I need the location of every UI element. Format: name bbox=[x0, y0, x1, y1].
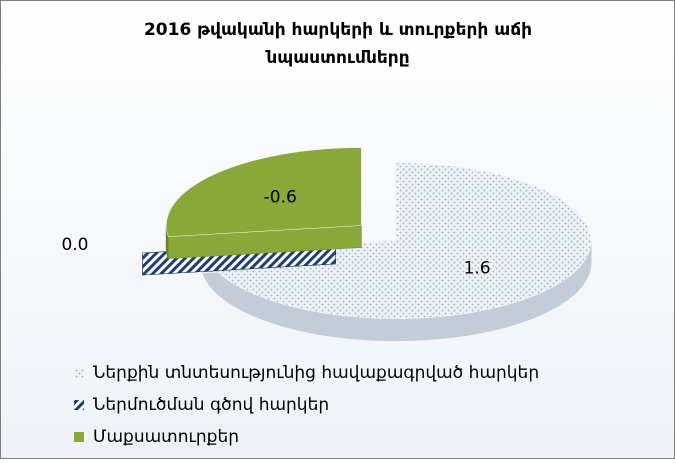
data-label: 0.0 bbox=[61, 235, 88, 255]
legend-label: Մաքսատուրքեր bbox=[93, 427, 239, 447]
legend-label: Ներքին տնտեսությունից հավաքագրված հարկեր bbox=[93, 363, 539, 383]
data-label: 1.6 bbox=[464, 259, 491, 279]
legend-swatch bbox=[74, 368, 84, 378]
data-label: -0.6 bbox=[264, 187, 297, 207]
slice bbox=[202, 162, 592, 319]
legend-swatch bbox=[74, 432, 84, 442]
legend-swatch bbox=[74, 400, 84, 410]
legend-label: Ներմուծման գծով հարկեր bbox=[93, 395, 329, 415]
chart-title: 2016 թվականի հարկերի և տուրքերի աճի նպաստ… bbox=[144, 20, 532, 68]
slice bbox=[166, 147, 362, 237]
